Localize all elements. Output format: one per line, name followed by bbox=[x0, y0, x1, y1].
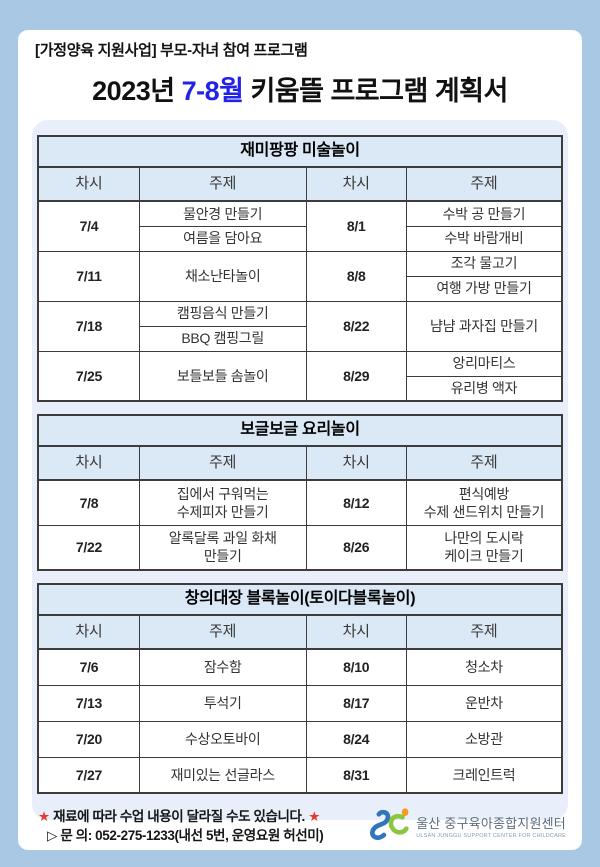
column-header: 주제 bbox=[405, 614, 563, 650]
topic-cell: 앙리마티스 bbox=[405, 350, 563, 377]
footer-notes: ★ 재료에 따라 수업 내용이 달라질 수도 있습니다. ★ ▷ 문 의: 05… bbox=[38, 807, 324, 845]
org-name-korean: 울산 중구육아종합지원센터 bbox=[416, 816, 566, 831]
topic-cell: BBQ 캠핑그릴 bbox=[138, 325, 307, 352]
contact-note-text: 문 의: 052-275-1233(내선 5번, 운영요원 허선미) bbox=[60, 828, 324, 843]
column-header: 주제 bbox=[405, 445, 563, 481]
page-title: 2023년 7-8월 키움뜰 프로그램 계획서 bbox=[18, 69, 582, 108]
date-cell: 8/17 bbox=[305, 684, 407, 722]
topic-cell: 보들보들 솜놀이 bbox=[138, 350, 307, 402]
date-cell: 8/31 bbox=[305, 756, 407, 794]
table-title: 보글보글 요리놀이 bbox=[37, 414, 563, 447]
topic-line: 나만의 도시락 bbox=[444, 530, 524, 547]
art-play-table: 재미팡팡 미술놀이 차시 주제 차시 주제 7/4 물안경 만들기 8/1 수박… bbox=[37, 135, 563, 402]
topic-line: 만들기 bbox=[203, 548, 242, 565]
program-subtitle: [가정양육 지원사업] 부모-자녀 참여 프로그램 bbox=[35, 42, 308, 59]
column-header: 주제 bbox=[405, 166, 563, 202]
topic-cell: 캠핑음식 만들기 bbox=[138, 300, 307, 327]
column-header: 주제 bbox=[138, 166, 307, 202]
topic-cell: 청소차 bbox=[405, 648, 563, 686]
schedule-panel: 재미팡팡 미술놀이 차시 주제 차시 주제 7/4 물안경 만들기 8/1 수박… bbox=[32, 120, 568, 820]
date-cell: 7/11 bbox=[37, 250, 140, 302]
topic-cell: 물안경 만들기 bbox=[138, 200, 307, 227]
star-icon: ★ bbox=[308, 808, 320, 824]
topic-cell: 투석기 bbox=[138, 684, 307, 722]
column-header: 차시 bbox=[305, 166, 407, 202]
topic-cell: 여행 가방 만들기 bbox=[405, 275, 563, 302]
date-cell: 7/20 bbox=[37, 720, 140, 758]
topic-cell: 크레인트럭 bbox=[405, 756, 563, 794]
date-cell: 8/12 bbox=[305, 479, 407, 526]
date-cell: 7/27 bbox=[37, 756, 140, 794]
topic-cell: 집에서 구워먹는 수제피자 만들기 bbox=[138, 479, 307, 526]
topic-cell: 유리병 액자 bbox=[405, 375, 563, 402]
date-cell: 7/4 bbox=[37, 200, 140, 252]
date-cell: 7/18 bbox=[37, 300, 140, 352]
topic-cell: 잠수함 bbox=[138, 648, 307, 686]
footer: ★ 재료에 따라 수업 내용이 달라질 수도 있습니다. ★ ▷ 문 의: 05… bbox=[18, 806, 582, 850]
date-cell: 8/8 bbox=[305, 250, 407, 302]
topic-cell: 수상오토바이 bbox=[138, 720, 307, 758]
topic-line: 케이크 만들기 bbox=[444, 548, 524, 565]
topic-line: 수제피자 만들기 bbox=[176, 503, 269, 520]
star-icon: ★ bbox=[38, 808, 50, 824]
topic-cell: 소방관 bbox=[405, 720, 563, 758]
topic-line: 수제 샌드위치 만들기 bbox=[423, 503, 545, 520]
topic-cell: 채소난타놀이 bbox=[138, 250, 307, 302]
program-plan-card: [가정양육 지원사업] 부모-자녀 참여 프로그램 2023년 7-8월 키움뜰… bbox=[18, 30, 582, 850]
topic-cell: 수박 공 만들기 bbox=[405, 200, 563, 227]
title-month-highlight: 7-8월 bbox=[181, 76, 244, 106]
topic-cell: 나만의 도시락 케이크 만들기 bbox=[405, 524, 563, 571]
org-name: 울산 중구육아종합지원센터 ULSAN JUNGGU SUPPORT CENTE… bbox=[416, 813, 566, 839]
block-play-table: 창의대장 블록놀이(토이다블록놀이) 차시 주제 차시 주제 7/6 잠수함 8… bbox=[37, 583, 563, 794]
column-header: 차시 bbox=[37, 614, 140, 650]
topic-cell: 조각 물고기 bbox=[405, 250, 563, 277]
column-header: 주제 bbox=[138, 445, 307, 481]
topic-cell: 수박 바람개비 bbox=[405, 225, 563, 252]
column-header: 차시 bbox=[305, 614, 407, 650]
date-cell: 8/22 bbox=[305, 300, 407, 352]
date-cell: 7/6 bbox=[37, 648, 140, 686]
column-header: 차시 bbox=[37, 445, 140, 481]
topic-cell: 여름을 담아요 bbox=[138, 225, 307, 252]
table-title: 재미팡팡 미술놀이 bbox=[37, 135, 563, 168]
materials-note: ★ 재료에 따라 수업 내용이 달라질 수도 있습니다. ★ bbox=[38, 807, 323, 826]
materials-note-text: 재료에 따라 수업 내용이 달라질 수도 있습니다. bbox=[53, 808, 305, 824]
org-logo-block: 울산 중구육아종합지원센터 ULSAN JUNGGU SUPPORT CENTE… bbox=[367, 806, 566, 847]
column-header: 주제 bbox=[138, 614, 307, 650]
column-header: 차시 bbox=[305, 445, 407, 481]
date-cell: 8/10 bbox=[305, 648, 407, 686]
topic-cell: 편식예방 수제 샌드위치 만들기 bbox=[405, 479, 563, 526]
org-name-english: ULSAN JUNGGU SUPPORT CENTER FOR CHILDCAR… bbox=[416, 833, 566, 839]
date-cell: 7/25 bbox=[37, 350, 140, 402]
topic-cell: 냠냠 과자집 만들기 bbox=[405, 300, 563, 352]
date-cell: 8/29 bbox=[305, 350, 407, 402]
date-cell: 7/22 bbox=[37, 524, 140, 571]
topic-line: 집에서 구워먹는 bbox=[176, 485, 269, 502]
date-cell: 8/26 bbox=[305, 524, 407, 571]
topic-cell: 재미있는 선글라스 bbox=[138, 756, 307, 794]
date-cell: 8/24 bbox=[305, 720, 407, 758]
date-cell: 7/8 bbox=[37, 479, 140, 526]
title-prefix: 2023년 bbox=[92, 76, 182, 106]
table-title: 창의대장 블록놀이(토이다블록놀이) bbox=[37, 583, 563, 616]
topic-cell: 운반차 bbox=[405, 684, 563, 722]
topic-line: 편식예방 bbox=[458, 485, 510, 502]
cooking-play-table: 보글보글 요리놀이 차시 주제 차시 주제 7/8 집에서 구워먹는 수제피자 만… bbox=[37, 414, 563, 571]
date-cell: 8/1 bbox=[305, 200, 407, 252]
contact-note: ▷ 문 의: 052-275-1233(내선 5번, 운영요원 허선미) bbox=[38, 826, 324, 845]
center-logo-icon bbox=[367, 806, 411, 847]
triangle-bullet-icon: ▷ bbox=[47, 828, 57, 843]
topic-cell: 알록달록 과일 화채 만들기 bbox=[138, 524, 307, 571]
date-cell: 7/13 bbox=[37, 684, 140, 722]
topic-line: 알록달록 과일 화채 bbox=[168, 530, 277, 547]
column-header: 차시 bbox=[37, 166, 140, 202]
title-suffix: 키움뜰 프로그램 계획서 bbox=[243, 76, 508, 106]
